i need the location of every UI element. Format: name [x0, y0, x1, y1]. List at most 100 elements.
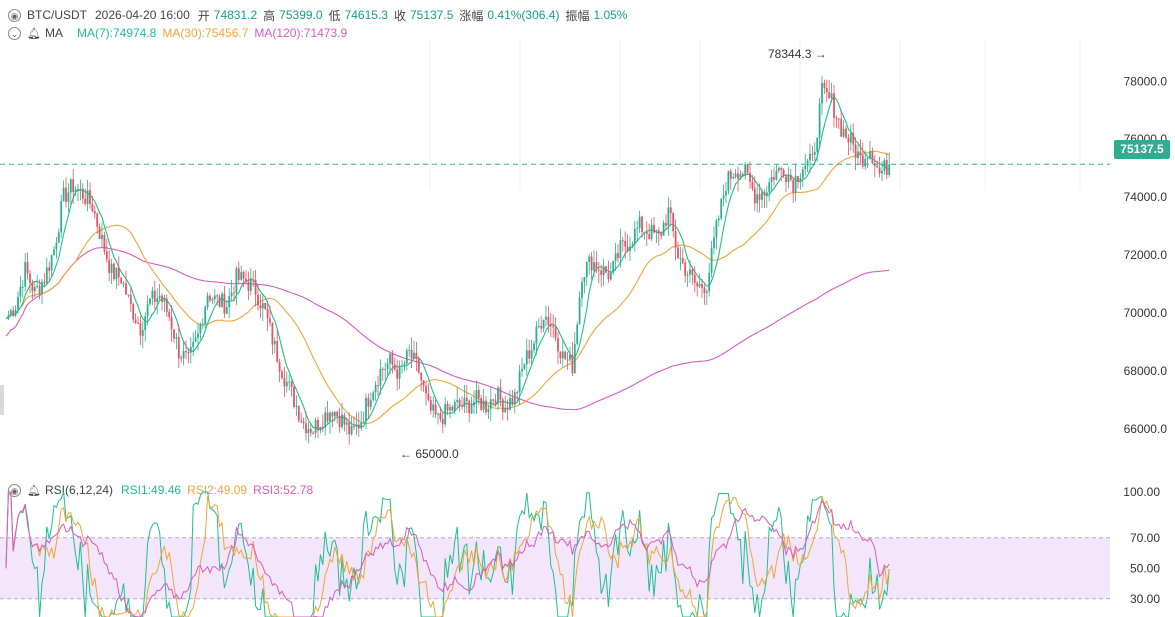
candle	[127, 294, 130, 298]
candle	[389, 351, 391, 375]
candle-body	[96, 213, 99, 227]
candle-body	[847, 137, 850, 143]
collapse-chevron-icon[interactable]: ⌄	[8, 26, 21, 40]
candle	[86, 179, 89, 212]
candle	[305, 411, 307, 441]
candle-body	[566, 359, 569, 361]
candle	[494, 393, 497, 407]
candle	[427, 383, 430, 402]
candle	[787, 167, 790, 189]
candle	[528, 339, 531, 364]
candle-body	[41, 281, 43, 295]
candle-body	[247, 281, 250, 291]
candle	[170, 305, 173, 342]
candle-body	[576, 324, 579, 344]
candle-body	[725, 191, 727, 196]
candle	[456, 387, 459, 408]
candle	[597, 261, 600, 284]
candle-body	[369, 399, 372, 407]
candle-body	[192, 341, 195, 348]
candle	[837, 118, 840, 130]
candle	[31, 279, 34, 300]
candle-body	[429, 400, 432, 411]
candle	[216, 294, 219, 306]
candle-body	[45, 267, 48, 284]
candle	[405, 348, 408, 371]
candle-body	[744, 164, 747, 176]
candle	[137, 316, 139, 324]
candle-body	[444, 403, 447, 425]
candle-body	[830, 93, 833, 99]
eye-icon[interactable]: ◉	[8, 8, 21, 22]
candle-body	[446, 403, 449, 411]
price-tick-label: 66000.0	[1124, 422, 1168, 436]
candle-body	[168, 311, 171, 318]
candle	[801, 166, 804, 188]
candle	[307, 422, 310, 444]
candle-body	[871, 151, 874, 164]
candle	[331, 411, 334, 428]
candle-body	[48, 267, 51, 271]
candle-body	[787, 175, 790, 182]
scroll-handle[interactable]	[0, 385, 4, 415]
ma-label: MA	[44, 26, 63, 40]
candle	[799, 173, 802, 190]
candle	[213, 289, 216, 304]
candle-body	[420, 372, 423, 381]
candle-body	[732, 176, 735, 179]
candle-body	[660, 233, 663, 236]
open-value: 74831.2	[213, 8, 258, 22]
candle-body	[127, 294, 130, 296]
candle-body	[12, 310, 15, 316]
candle-body	[777, 167, 780, 171]
candle-body	[876, 165, 879, 168]
candle	[319, 426, 322, 434]
candle	[165, 294, 168, 317]
candle-body	[21, 286, 24, 288]
candle	[252, 270, 255, 288]
candle	[302, 417, 305, 429]
candle-body	[72, 179, 75, 192]
candle	[797, 175, 799, 189]
candle	[559, 351, 562, 365]
candle	[734, 168, 737, 179]
last-price-tag: 75137.5	[1114, 140, 1170, 159]
candle	[482, 389, 485, 413]
candle-body	[633, 228, 636, 245]
price-tick-label: 68000.0	[1124, 364, 1168, 378]
candle-body	[655, 230, 658, 233]
candle	[816, 137, 819, 162]
candle	[355, 412, 358, 435]
candle-body	[758, 194, 761, 200]
candle	[283, 366, 286, 397]
candle-body	[753, 188, 756, 204]
bell-icon-rsi[interactable]: 🔔︎	[27, 484, 41, 497]
candle	[451, 405, 454, 412]
candle	[336, 410, 339, 424]
candle-body	[581, 281, 583, 298]
candle	[444, 396, 447, 428]
bell-icon[interactable]: 🔔︎	[27, 27, 41, 40]
candle-body	[132, 304, 135, 320]
candle	[367, 393, 370, 419]
candle	[552, 314, 555, 338]
candle	[96, 212, 99, 234]
candle	[770, 169, 773, 192]
candle	[45, 258, 48, 285]
candle	[480, 395, 483, 412]
rsi-tick-label: 50.00	[1130, 561, 1160, 575]
candle-body	[67, 192, 70, 202]
min-price-annotation: ← 65000.0	[400, 447, 459, 461]
candle-body	[513, 392, 516, 405]
candle	[660, 231, 663, 240]
candle	[859, 139, 862, 165]
candle	[105, 239, 108, 263]
eye-icon-rsi[interactable]: ◉	[8, 483, 21, 497]
candle	[809, 143, 811, 174]
candle-body	[653, 224, 655, 233]
candle-body	[717, 218, 720, 221]
rsi-tick-label: 100.00	[1123, 485, 1160, 499]
candle-body	[679, 258, 682, 260]
candle	[240, 265, 243, 281]
